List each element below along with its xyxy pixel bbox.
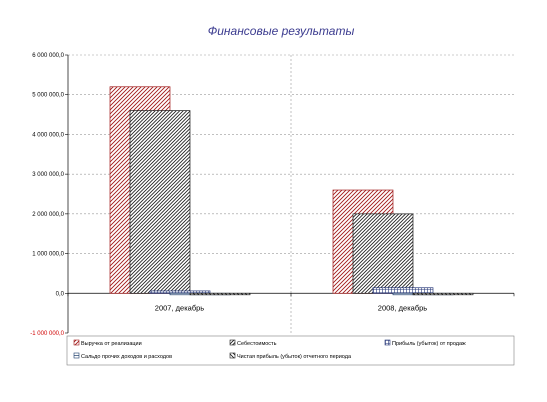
bar (352, 213, 414, 294)
y-tick-label: 1 000 000,0 (32, 252, 64, 258)
y-tick-label: 5 000 000,0 (32, 93, 64, 99)
bar (189, 292, 251, 296)
legend-swatch (73, 352, 80, 359)
y-tick-label: -1 000 000,0 (30, 331, 64, 337)
legend-swatch (73, 339, 80, 346)
y-tick-label: 4 000 000,0 (32, 132, 64, 138)
y-tick-label: 0,0 (56, 291, 65, 297)
bar (372, 287, 434, 294)
y-tick-label: 3 000 000,0 (32, 172, 64, 178)
legend-label: Сальдо прочих доходов и расходов (81, 354, 172, 360)
legend-label: Прибыль (убыток) от продаж (392, 341, 466, 347)
legend-swatch (229, 339, 236, 346)
y-tick-label: 6 000 000,0 (32, 53, 64, 59)
x-category-label: 2007, декабрь (155, 303, 204, 312)
legend-label: Выручка от реализации (81, 341, 142, 347)
bar (129, 110, 191, 294)
legend-label: Чистая прибыль (убыток) отчетного период… (237, 354, 352, 360)
axis-labels: 6 000 000,0 5 000 000,0 4 000 000,0 3 000 0… (30, 53, 427, 337)
legend-swatch (384, 339, 391, 346)
bar (149, 290, 211, 294)
legend-swatch (229, 352, 236, 359)
x-category-label: 2008, декабрь (378, 303, 427, 312)
legend-label: Себестоимость (237, 341, 277, 347)
bars (109, 86, 474, 296)
y-tick-label: 2 000 000,0 (32, 212, 64, 218)
legend: Выручка от реализации Себестоимость Прибыл… (66, 335, 515, 366)
legend-box (66, 335, 515, 366)
bar (412, 292, 474, 296)
chart-title: Финансовые результаты (208, 24, 355, 38)
